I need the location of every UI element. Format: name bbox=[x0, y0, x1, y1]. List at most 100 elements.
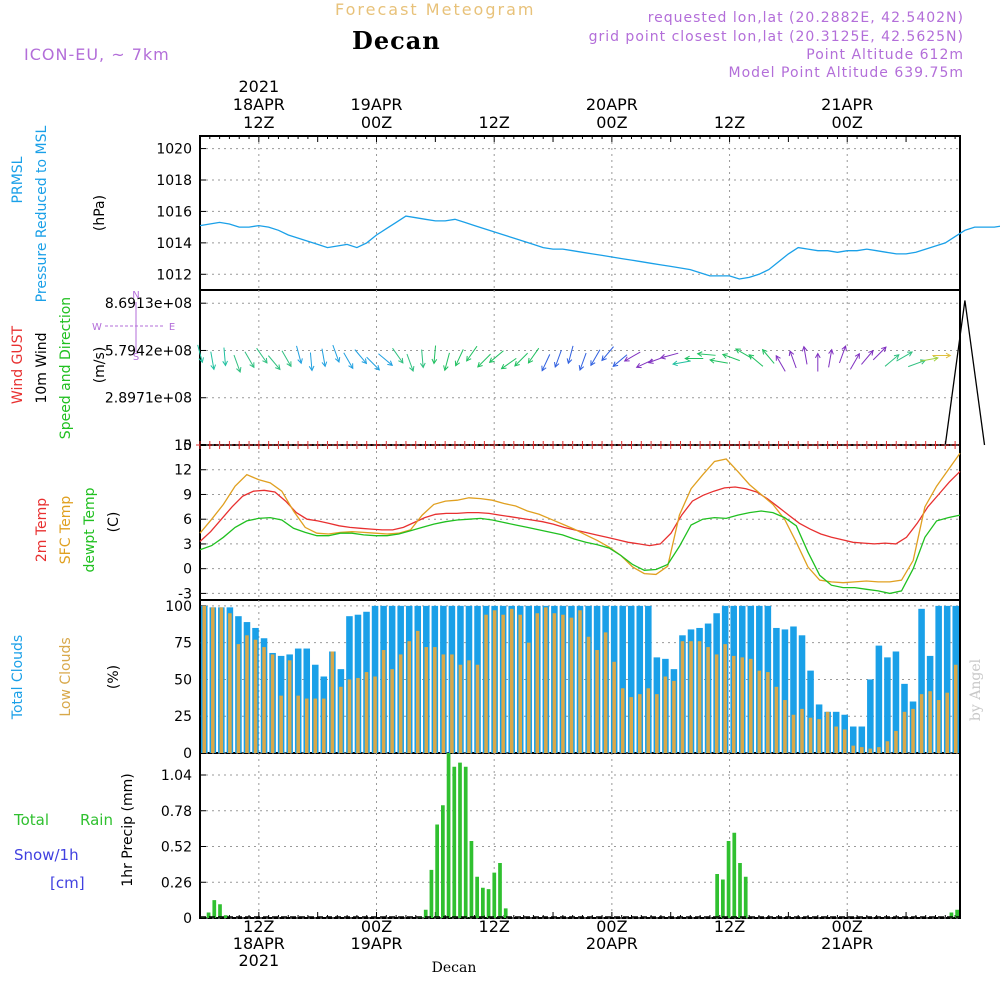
wind-direction-arrow bbox=[477, 353, 491, 368]
total-cloud-bar bbox=[943, 605, 951, 753]
wind-arrow-head bbox=[308, 365, 315, 372]
compass-w: W bbox=[92, 322, 102, 333]
pressure-y-tick-label: 1016 bbox=[156, 204, 192, 220]
wind-arrow-head bbox=[488, 357, 495, 363]
low-cloud-bar bbox=[287, 660, 292, 753]
top-date-label: 18APR bbox=[233, 95, 285, 114]
temp-label-2m: 2m Temp bbox=[34, 498, 50, 562]
wind-direction-arrow bbox=[624, 351, 641, 362]
wind-direction-arrow bbox=[896, 351, 913, 362]
wind-direction-arrow bbox=[554, 349, 562, 368]
low-cloud-bar bbox=[902, 711, 907, 753]
low-cloud-bar bbox=[381, 650, 386, 753]
pressure-unit: (hPa) bbox=[92, 195, 108, 231]
wind-arrow-head bbox=[775, 354, 781, 361]
wind-arrow-head bbox=[601, 355, 607, 362]
low-cloud-bar bbox=[424, 647, 429, 753]
wind-direction-arrow bbox=[861, 350, 874, 365]
temp-y-tick-label: 0 bbox=[183, 562, 192, 578]
wind-direction-arrow bbox=[455, 349, 464, 366]
low-cloud-bar bbox=[672, 680, 676, 753]
wind-direction-arrow bbox=[748, 354, 764, 367]
panel-frame-3 bbox=[199, 444, 961, 601]
low-cloud-bar bbox=[834, 726, 838, 753]
bottom-date-label: 20APR bbox=[586, 934, 638, 953]
low-cloud-bar bbox=[279, 695, 283, 753]
low-cloud-bar bbox=[586, 636, 591, 753]
low-cloud-bar bbox=[578, 610, 582, 753]
wind-arrow-head bbox=[868, 349, 874, 356]
wind-arrow-head bbox=[801, 345, 808, 352]
low-cloud-bar bbox=[919, 694, 924, 753]
wind-arrow-head bbox=[814, 352, 821, 359]
wind-direction-arrow bbox=[660, 352, 679, 359]
legend-snow: Snow/1h bbox=[14, 846, 79, 864]
temp-unit: (C) bbox=[106, 512, 122, 533]
rain-bar bbox=[955, 909, 959, 918]
low-cloud-bar bbox=[330, 651, 335, 753]
top-date-label: 20APR bbox=[586, 95, 638, 114]
total-cloud-bar bbox=[849, 726, 857, 753]
low-cloud-bar bbox=[911, 708, 915, 753]
low-cloud-bar bbox=[544, 607, 548, 753]
legend-rain: Rain bbox=[80, 811, 113, 829]
bottom-date-label: 21APR bbox=[821, 934, 873, 953]
wind-arrow-head bbox=[841, 345, 847, 352]
precip-label: 1hr Precip (mm) bbox=[120, 773, 136, 886]
wind-direction-arrow bbox=[267, 355, 281, 370]
wind-direction-arrow bbox=[466, 345, 478, 362]
low-cloud-bar bbox=[723, 644, 727, 753]
rain-bar bbox=[423, 909, 428, 918]
wind-y-tick-label: 2.8971e+08 bbox=[105, 391, 192, 407]
wind-arrow-head bbox=[684, 355, 690, 362]
bottom-time-label: 00Z bbox=[832, 917, 863, 936]
low-cloud-bar bbox=[415, 630, 420, 753]
low-cloud-bar bbox=[877, 747, 881, 753]
wind-direction-arrow bbox=[210, 351, 215, 370]
low-cloud-bar bbox=[467, 660, 471, 753]
wind-direction-arrow bbox=[406, 353, 414, 372]
requested-location: requested lon,lat (20.2882E, 42.5402N) bbox=[647, 10, 964, 26]
low-cloud-bar bbox=[501, 614, 505, 753]
wind-direction-arrow bbox=[281, 350, 292, 367]
low-cloud-bar bbox=[296, 695, 300, 753]
wind-arrow-head bbox=[361, 358, 368, 365]
total-cloud-bar bbox=[875, 645, 883, 753]
low-cloud-bar bbox=[894, 730, 898, 753]
top-date-label: 21APR bbox=[821, 95, 873, 114]
wind-arrow-head bbox=[881, 346, 887, 353]
low-cloud-bar bbox=[851, 745, 856, 753]
rain-bar bbox=[463, 766, 468, 918]
wind-arrow-head bbox=[420, 362, 426, 369]
wind-direction-arrow bbox=[223, 347, 226, 366]
wind-direction-arrow bbox=[762, 349, 775, 364]
wind-arrow-head bbox=[409, 365, 415, 372]
wind-arrow-head bbox=[431, 358, 438, 365]
low-cloud-bar bbox=[322, 698, 326, 753]
wind-arrow-head bbox=[236, 366, 242, 373]
top-time-label: 00Z bbox=[361, 113, 392, 132]
wind-direction-arrow bbox=[501, 357, 517, 370]
wind-arrow-head bbox=[334, 356, 341, 363]
low-cloud-bar bbox=[749, 658, 753, 753]
wind-arrow-head bbox=[647, 358, 654, 364]
wind-arrow-head bbox=[210, 364, 216, 371]
wind-arrow-head bbox=[612, 361, 619, 367]
rain-bar bbox=[481, 887, 485, 918]
low-cloud-bar bbox=[791, 714, 796, 753]
wind-direction-arrow bbox=[378, 353, 393, 366]
rain-bar bbox=[492, 872, 497, 918]
wind-direction-arrow bbox=[444, 352, 450, 371]
compass-n: N bbox=[132, 290, 139, 301]
wind-direction-arrow bbox=[392, 347, 404, 364]
wind-direction-arrow bbox=[197, 344, 203, 363]
low-cloud-bar bbox=[304, 698, 309, 753]
rain-bar bbox=[206, 912, 211, 918]
temp-line-1 bbox=[199, 470, 961, 547]
wind-arrow-head bbox=[566, 358, 573, 365]
wind-direction-arrow bbox=[579, 352, 587, 371]
panel-frame-5 bbox=[199, 752, 961, 919]
low-cloud-bar bbox=[825, 711, 830, 753]
wind-arrow-head bbox=[348, 363, 354, 370]
